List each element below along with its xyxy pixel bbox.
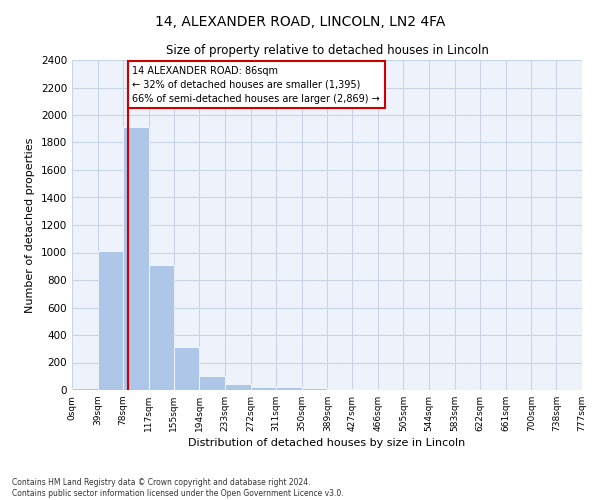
- Bar: [123, 128, 149, 390]
- Bar: [251, 386, 276, 390]
- Bar: [225, 384, 251, 390]
- Bar: [149, 265, 175, 390]
- X-axis label: Distribution of detached houses by size in Lincoln: Distribution of detached houses by size …: [188, 438, 466, 448]
- Text: 14 ALEXANDER ROAD: 86sqm
← 32% of detached houses are smaller (1,395)
66% of sem: 14 ALEXANDER ROAD: 86sqm ← 32% of detach…: [133, 66, 380, 104]
- Title: Size of property relative to detached houses in Lincoln: Size of property relative to detached ho…: [166, 44, 488, 58]
- Text: Contains HM Land Registry data © Crown copyright and database right 2024.
Contai: Contains HM Land Registry data © Crown c…: [12, 478, 344, 498]
- Bar: [72, 388, 98, 390]
- Y-axis label: Number of detached properties: Number of detached properties: [25, 138, 35, 312]
- Text: 14, ALEXANDER ROAD, LINCOLN, LN2 4FA: 14, ALEXANDER ROAD, LINCOLN, LN2 4FA: [155, 15, 445, 29]
- Bar: [98, 251, 123, 390]
- Bar: [199, 376, 225, 390]
- Bar: [276, 387, 302, 390]
- Bar: [174, 346, 199, 390]
- Bar: [302, 388, 328, 390]
